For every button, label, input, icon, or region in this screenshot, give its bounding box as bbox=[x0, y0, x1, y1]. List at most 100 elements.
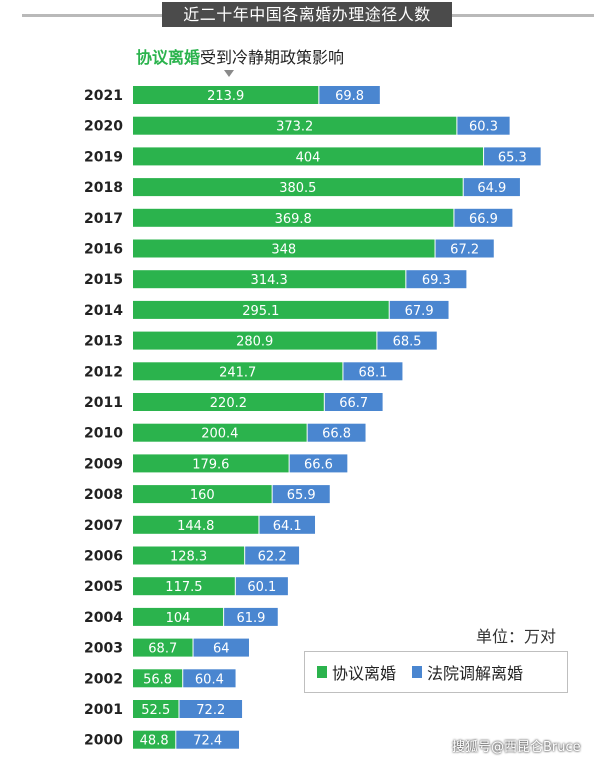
data-label-court: 69.3 bbox=[422, 273, 451, 288]
data-label-agreement: 104 bbox=[166, 611, 191, 626]
year-label: 2005 bbox=[84, 579, 123, 595]
subtitle-pointer-icon bbox=[224, 70, 234, 77]
data-label-court: 64 bbox=[213, 642, 230, 657]
year-label: 2010 bbox=[84, 426, 123, 442]
year-label: 2003 bbox=[84, 641, 123, 657]
data-label-court: 69.8 bbox=[335, 89, 364, 104]
data-label-agreement: 280.9 bbox=[236, 335, 273, 350]
data-label-agreement: 380.5 bbox=[279, 181, 316, 196]
data-label-agreement: 68.7 bbox=[148, 642, 177, 657]
year-label: 2015 bbox=[84, 272, 123, 288]
bar-agreement bbox=[133, 300, 389, 319]
data-label-court: 66.6 bbox=[304, 457, 333, 472]
bar-agreement bbox=[133, 147, 484, 166]
data-label-court: 68.5 bbox=[393, 335, 422, 350]
data-label-agreement: 241.7 bbox=[219, 365, 256, 380]
data-label-court: 72.4 bbox=[193, 734, 222, 749]
year-label: 2009 bbox=[84, 456, 123, 472]
data-label-court: 66.9 bbox=[469, 212, 498, 227]
bar-court bbox=[406, 270, 467, 289]
bar-court bbox=[343, 362, 403, 381]
data-label-court: 66.7 bbox=[339, 396, 368, 411]
data-label-agreement: 373.2 bbox=[276, 120, 313, 135]
bar-agreement bbox=[133, 116, 457, 135]
bar-court bbox=[259, 515, 316, 534]
bar-court bbox=[245, 546, 300, 565]
year-label: 2002 bbox=[84, 671, 123, 687]
data-label-agreement: 179.6 bbox=[192, 457, 229, 472]
bar-court bbox=[176, 730, 240, 749]
bar-agreement bbox=[133, 669, 183, 688]
year-label: 2016 bbox=[84, 242, 123, 258]
bar-court bbox=[389, 300, 449, 319]
watermark-text: 搜狐号@西昆仑Bruce bbox=[452, 740, 581, 755]
header-line-left bbox=[22, 14, 162, 17]
bar-agreement bbox=[133, 86, 319, 104]
bar-court bbox=[183, 669, 236, 688]
data-label-court: 72.2 bbox=[196, 703, 225, 718]
unit-label: 单位：万对 bbox=[476, 627, 557, 646]
bar-court bbox=[324, 393, 383, 411]
data-label-court: 67.9 bbox=[405, 304, 434, 319]
header-line-right bbox=[452, 14, 594, 17]
bar-court bbox=[307, 423, 366, 442]
year-label: 2012 bbox=[84, 364, 123, 380]
bar-agreement bbox=[133, 607, 224, 626]
bar-agreement bbox=[133, 423, 307, 442]
data-label-agreement: 144.8 bbox=[177, 519, 214, 534]
bar-court bbox=[454, 208, 513, 227]
bar-court bbox=[272, 485, 330, 504]
data-label-court: 65.9 bbox=[287, 488, 316, 503]
bar-agreement bbox=[133, 577, 235, 596]
bar-court bbox=[179, 700, 243, 718]
data-label-agreement: 295.1 bbox=[242, 304, 279, 319]
subtitle-highlight: 协议离婚 bbox=[136, 48, 201, 67]
bar-court bbox=[224, 607, 278, 626]
data-label-agreement: 213.9 bbox=[207, 89, 244, 104]
legend-item-court: 法院调解离婚 bbox=[412, 660, 523, 684]
data-label-court: 64.1 bbox=[273, 519, 302, 534]
bar-agreement bbox=[133, 638, 193, 657]
data-label-agreement: 404 bbox=[296, 150, 321, 165]
year-label: 2004 bbox=[84, 610, 123, 626]
data-label-agreement: 117.5 bbox=[165, 580, 202, 595]
bar-court bbox=[484, 147, 541, 166]
bar-court bbox=[319, 86, 380, 104]
bar-court bbox=[463, 178, 520, 197]
data-label-court: 60.4 bbox=[195, 672, 224, 687]
data-label-court: 60.3 bbox=[469, 120, 498, 135]
subtitle-rest: 受到冷静期政策影响 bbox=[200, 48, 345, 67]
year-label: 2018 bbox=[84, 180, 123, 196]
data-label-court: 67.2 bbox=[450, 243, 479, 258]
chart-title: 近二十年中国各离婚办理途径人数 bbox=[162, 2, 452, 27]
data-label-court: 65.3 bbox=[498, 150, 527, 165]
bar-agreement bbox=[133, 454, 289, 473]
legend: 协议离婚 法院调解离婚 bbox=[304, 651, 568, 693]
year-label: 2006 bbox=[84, 549, 123, 565]
bar-court bbox=[235, 577, 288, 596]
legend-swatch-court bbox=[412, 666, 423, 678]
legend-label-court: 法院调解离婚 bbox=[427, 664, 524, 683]
data-label-court: 60.1 bbox=[247, 580, 276, 595]
legend-label-agreement: 协议离婚 bbox=[332, 664, 397, 683]
bar-agreement bbox=[133, 515, 259, 534]
bar-agreement bbox=[133, 485, 272, 504]
data-label-court: 62.2 bbox=[258, 550, 287, 565]
data-label-agreement: 160 bbox=[190, 488, 215, 503]
legend-swatch-agreement bbox=[317, 666, 327, 678]
year-label: 2000 bbox=[84, 733, 123, 749]
data-label-agreement: 128.3 bbox=[170, 550, 207, 565]
data-label-court: 64.9 bbox=[477, 181, 506, 196]
bar-agreement bbox=[133, 362, 343, 381]
bar-agreement bbox=[133, 178, 463, 197]
bar-agreement bbox=[133, 208, 454, 227]
data-label-agreement: 369.8 bbox=[275, 212, 312, 227]
bar-agreement bbox=[133, 331, 377, 350]
bar-agreement bbox=[133, 239, 435, 258]
year-label: 2011 bbox=[84, 395, 123, 411]
bar-agreement bbox=[133, 270, 406, 289]
bar-court bbox=[435, 239, 494, 258]
bar-agreement bbox=[133, 393, 324, 411]
bar-court bbox=[377, 331, 437, 350]
